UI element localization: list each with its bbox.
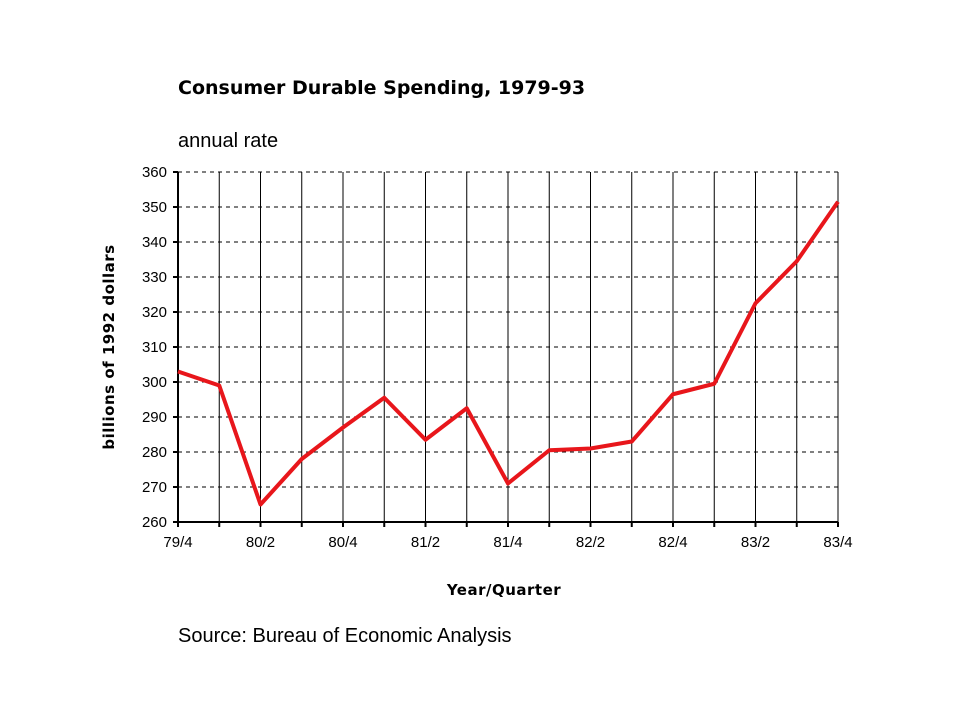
y-tick-label: 350 xyxy=(142,199,167,216)
y-tick-label: 360 xyxy=(142,164,167,181)
x-tick-label: 79/4 xyxy=(163,534,192,551)
y-tick-label: 310 xyxy=(142,339,167,356)
x-tick-label: 81/4 xyxy=(493,534,522,551)
source-note: Source: Bureau of Economic Analysis xyxy=(178,625,512,647)
x-tick-label: 80/2 xyxy=(246,534,275,551)
y-tick-label: 320 xyxy=(142,304,167,321)
chart-title: Consumer Durable Spending, 1979-93 xyxy=(178,77,585,99)
chart-subtitle: annual rate xyxy=(178,130,278,152)
x-tick-label: 81/2 xyxy=(411,534,440,551)
series-line xyxy=(177,200,840,507)
x-axis-label: Year/Quarter xyxy=(446,581,561,599)
y-tick-label: 340 xyxy=(142,234,167,251)
y-tick-label: 330 xyxy=(142,269,167,286)
x-axis-ticks: 79/4 80/2 80/4 81/2 81/4 82/2 82/4 83/2 83/4 xyxy=(163,522,853,551)
y-tick-label: 300 xyxy=(142,374,167,391)
x-tick-label: 83/4 xyxy=(823,534,852,551)
x-tick-label: 82/2 xyxy=(576,534,605,551)
y-tick-label: 260 xyxy=(142,514,167,531)
grid xyxy=(178,171,839,522)
y-tick-label: 290 xyxy=(142,409,167,426)
y-axis-label: billions of 1992 dollars xyxy=(100,244,118,449)
y-tick-label: 270 xyxy=(142,479,167,496)
x-tick-label: 83/2 xyxy=(741,534,770,551)
y-axis-ticks: 260 270 280 290 300 310 320 330 340 350 360 xyxy=(142,164,178,531)
x-tick-label: 80/4 xyxy=(328,534,357,551)
y-tick-label: 280 xyxy=(142,444,167,461)
x-tick-label: 82/4 xyxy=(658,534,687,551)
